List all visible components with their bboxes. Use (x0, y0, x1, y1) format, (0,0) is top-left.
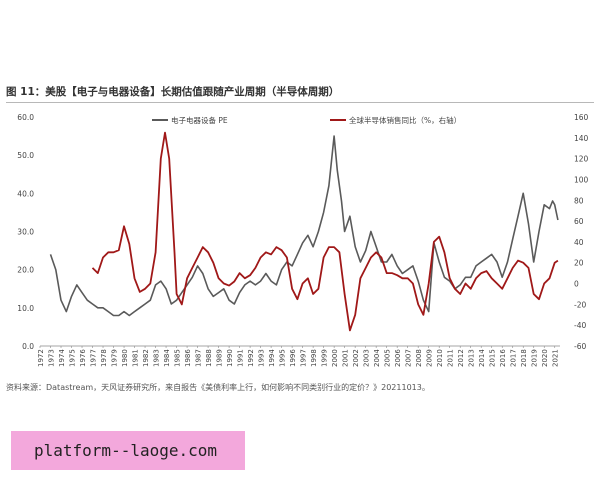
x-tick-label: 1980 (121, 349, 129, 367)
x-tick-label: 1982 (142, 349, 150, 367)
x-tick-label: 1981 (132, 349, 140, 367)
y-left-tick-label: 60.0 (17, 113, 34, 122)
y-right-tick-label: 160 (574, 113, 589, 122)
x-tick-label: 2003 (363, 349, 371, 367)
x-tick-label: 1996 (289, 349, 297, 367)
x-tick-label: 1983 (153, 349, 161, 367)
y-right-tick-label: 40 (574, 238, 584, 247)
x-tick-label: 1977 (90, 349, 98, 367)
watermark-banner (11, 431, 245, 470)
x-tick-label: 2011 (447, 349, 455, 367)
x-tick-label: 1975 (69, 349, 77, 367)
x-tick-label: 2000 (331, 349, 339, 367)
x-tick-label: 2012 (457, 349, 465, 367)
x-tick-label: 2013 (468, 349, 476, 367)
x-tick-label: 1997 (300, 349, 308, 367)
x-tick-label: 2007 (405, 349, 413, 367)
y-left-tick-label: 50.0 (17, 151, 34, 160)
x-tick-label: 2015 (489, 349, 497, 367)
x-tick-label: 1976 (79, 349, 87, 367)
x-tick-label: 2021 (552, 349, 560, 367)
x-tick-label: 2017 (510, 349, 518, 367)
x-tick-label: 1986 (184, 349, 192, 367)
legend-label: 全球半导体销售同比（%，右轴） (349, 115, 461, 125)
y-right-tick-label: 100 (574, 175, 589, 184)
y-right-tick-label: -40 (574, 321, 586, 330)
y-right-tick-label: 0 (574, 280, 579, 289)
x-tick-label: 2019 (531, 349, 539, 367)
watermark-text: platform--laoge.com (34, 441, 218, 460)
x-tick-label: 2004 (373, 349, 381, 367)
x-tick-label: 1994 (268, 349, 276, 367)
series-line-pe (49, 135, 559, 317)
x-tick-label: 2018 (520, 349, 528, 367)
x-tick-label: 1979 (111, 349, 119, 367)
legend-label: 电子电器设备 PE (171, 115, 228, 125)
x-tick-label: 1973 (48, 349, 56, 367)
y-left-tick-label: 40.0 (17, 189, 34, 198)
axes (39, 345, 560, 348)
y-right-tick-label: 20 (574, 259, 584, 268)
x-tick-label: 2010 (436, 349, 444, 367)
x-tick-label: 1998 (310, 349, 318, 367)
x-tick-label: 1972 (37, 349, 45, 367)
x-tick-label: 1974 (58, 349, 66, 367)
y-right-tick-label: 140 (574, 134, 589, 143)
chart-source-note: 资料来源：Datastream，天风证券研究所，来自报告《美债利率上行，如何影响… (6, 383, 430, 392)
y-left-tick-label: 30.0 (17, 228, 34, 237)
x-tick-label: 2020 (541, 349, 549, 367)
y-left-tick-label: 20.0 (17, 266, 34, 275)
x-tick-label: 2008 (415, 349, 423, 367)
x-tick-label: 1984 (163, 349, 171, 367)
x-tick-label: 2002 (352, 349, 360, 367)
x-tick-label: 2014 (478, 349, 486, 367)
legend: 电子电器设备 PE 全球半导体销售同比（%，右轴） (152, 115, 461, 125)
y-left-tick-label: 10.0 (17, 304, 34, 313)
x-tick-label: 2016 (499, 349, 507, 367)
x-tick-label: 2001 (342, 349, 350, 367)
x-tick-label: 1990 (226, 349, 234, 367)
x-tick-label: 1991 (237, 349, 245, 367)
series-lines (49, 131, 559, 332)
x-tick-label: 1987 (195, 349, 203, 367)
y-right-tick-label: -60 (574, 342, 586, 351)
x-tick-label: 1995 (279, 349, 287, 367)
x-tick-label: 1993 (258, 349, 266, 367)
title-divider (6, 102, 594, 103)
series-line-semiconductor-sales (91, 131, 559, 332)
y-right-tick-label: 120 (574, 155, 589, 164)
x-tick-label: 1999 (321, 349, 329, 367)
x-tick-label: 2009 (426, 349, 434, 367)
x-tick-label: 1978 (100, 349, 108, 367)
chart-title: 图 11：美股【电子与电器设备】长期估值跟随产业周期（半导体周期） (6, 86, 340, 98)
y-left-tick-label: 0.0 (22, 342, 34, 351)
x-tick-label: 1989 (216, 349, 224, 367)
tick-labels: 0.0 10.0 20.0 30.0 40.0 50.0 60.0 -60 -40 -20 0 20 4… (17, 113, 588, 367)
x-tick-label: 1988 (205, 349, 213, 367)
y-right-tick-label: 60 (574, 217, 584, 226)
y-right-tick-label: -20 (574, 300, 586, 309)
x-tick-label: 2006 (394, 349, 402, 367)
y-right-tick-label: 80 (574, 196, 584, 205)
x-tick-label: 2005 (384, 349, 392, 367)
x-tick-label: 1985 (174, 349, 182, 367)
x-tick-label: 1992 (247, 349, 255, 367)
